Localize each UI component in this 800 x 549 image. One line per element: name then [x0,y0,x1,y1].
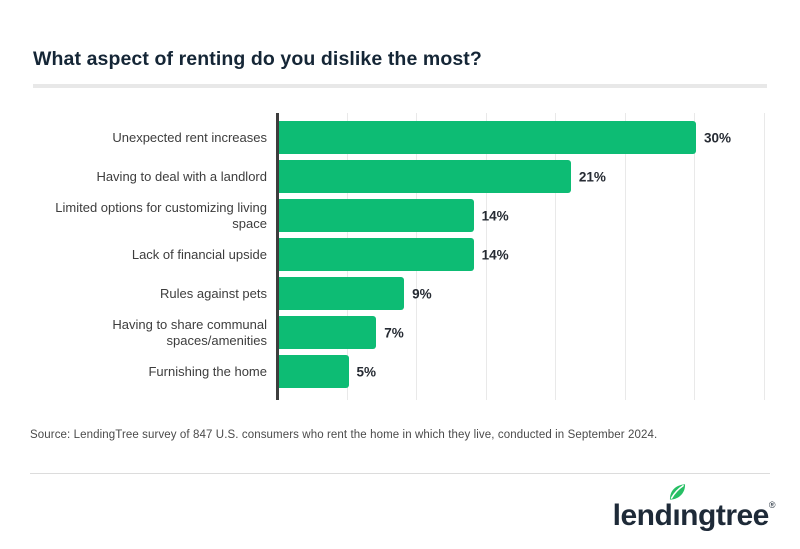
logo-dotless-i: ı [670,484,686,536]
chart-row: Having to share communal spaces/amenitie… [0,316,800,349]
value-label: 9% [412,286,432,301]
value-label: 5% [356,364,377,379]
chart-row: Having to deal with a landlord 21% [0,160,800,193]
gridline [694,113,695,400]
category-label: Furnishing the home [148,363,267,379]
gridline [763,113,765,400]
bar [279,199,474,232]
category-label: Unexpected rent increases [112,129,267,145]
bar [279,238,474,271]
leaf-icon [670,484,686,500]
value-label: 30% [704,130,732,145]
page-title: What aspect of renting do you dislike th… [33,48,482,70]
value-label: 7% [384,325,404,340]
title-divider [33,84,767,88]
gridline [485,113,487,400]
category-label: Having to deal with a landlord [96,168,267,184]
gridline [624,113,626,400]
value-label: 14% [481,208,509,223]
logo-text-part1: lend [612,499,673,532]
category-label: Limited options for customizing living s… [55,199,267,231]
lendingtree-logo: lendı ngtree® [612,484,776,536]
bar-chart: Unexpected rent increases 30% Having to de… [0,113,800,400]
category-label: Having to share communal spaces/amenitie… [112,316,267,348]
bar [279,355,349,388]
bar [279,160,571,193]
category-label: Rules against pets [160,285,267,301]
bar [279,316,377,349]
chart-row: Lack of financial upside 14% [0,238,800,271]
logo-text-part2: ngtree [680,499,769,532]
category-label: Lack of financial upside [131,246,267,262]
source-note: Source: LendingTree survey of 847 U.S. c… [30,429,658,441]
bar [279,121,696,154]
value-label: 21% [578,169,606,184]
value-label: 14% [481,247,509,262]
footer-divider [30,473,770,474]
chart-row: Furnishing the home 5% [0,355,800,388]
chart-row: Rules against pets 9% [0,277,800,310]
chart-row: Unexpected rent increases 30% [0,121,800,154]
registered-mark: ® [768,500,776,510]
bar [279,277,405,310]
chart-row: Limited options for customizing living s… [0,199,800,232]
y-axis-line [276,113,279,400]
gridline [555,113,556,400]
